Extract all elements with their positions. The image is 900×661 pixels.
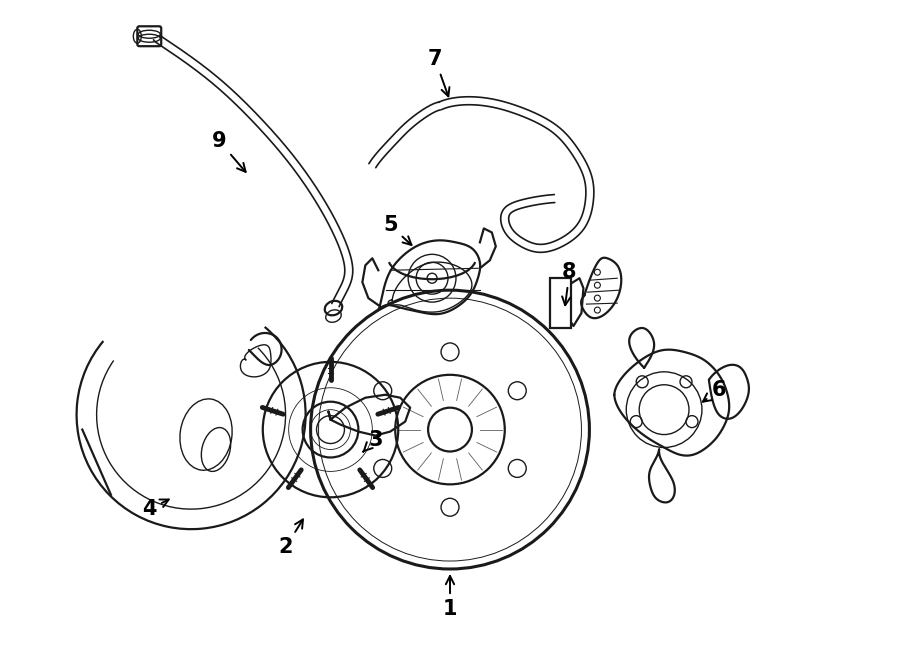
Text: 8: 8 — [562, 262, 577, 305]
Text: 6: 6 — [703, 380, 726, 402]
Text: 1: 1 — [443, 576, 457, 619]
Text: 9: 9 — [212, 131, 246, 172]
Text: 2: 2 — [278, 520, 303, 557]
Text: 5: 5 — [382, 215, 411, 245]
Text: 4: 4 — [142, 499, 168, 520]
Text: 3: 3 — [364, 430, 382, 451]
Text: 7: 7 — [428, 49, 449, 97]
